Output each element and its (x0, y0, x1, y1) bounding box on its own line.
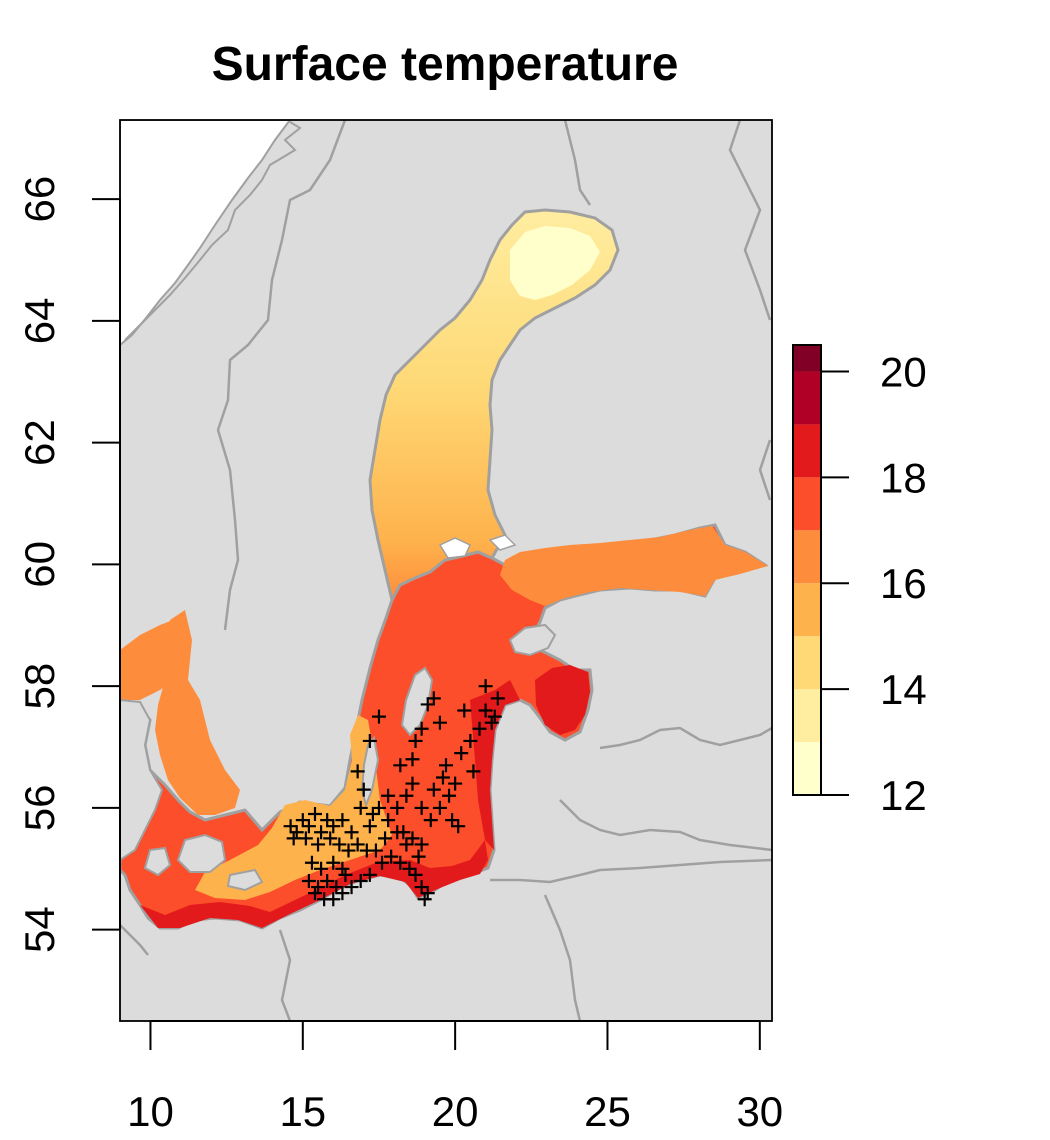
legend-color-bin (793, 371, 821, 424)
y-tick-label: 64 (16, 298, 63, 345)
x-tick-label: 20 (432, 1088, 479, 1135)
legend-tick-label: 14 (880, 666, 927, 713)
legend-color-bin (793, 530, 821, 583)
temperature-legend: 12 14 16 18 20 (793, 345, 927, 819)
legend-color-bin (793, 689, 821, 742)
legend-color-bin (793, 636, 821, 689)
y-tick-label: 56 (16, 785, 63, 832)
y-tick-label: 54 (16, 906, 63, 953)
legend-color-bin (793, 424, 821, 477)
legend-color-bin (793, 477, 821, 530)
legend-color-bin (793, 583, 821, 636)
x-tick-label: 10 (127, 1088, 174, 1135)
x-tick-label: 30 (736, 1088, 783, 1135)
legend-tick-label: 20 (880, 348, 927, 395)
legend-tick-label: 18 (880, 454, 927, 501)
legend-tick-label: 12 (880, 772, 927, 819)
x-axis: 10 15 20 25 30 (127, 1021, 783, 1135)
x-tick-label: 25 (584, 1088, 631, 1135)
legend-color-bin (793, 742, 821, 795)
y-tick-label: 58 (16, 663, 63, 710)
y-tick-label: 66 (16, 176, 63, 223)
y-axis: 54 56 58 60 62 64 66 (16, 176, 120, 953)
y-tick-label: 60 (16, 541, 63, 588)
x-tick-label: 15 (279, 1088, 326, 1135)
map-title: Surface temperature (212, 38, 679, 91)
legend-tick-label: 16 (880, 560, 927, 607)
legend-color-bin (793, 345, 821, 371)
y-tick-label: 62 (16, 419, 63, 466)
